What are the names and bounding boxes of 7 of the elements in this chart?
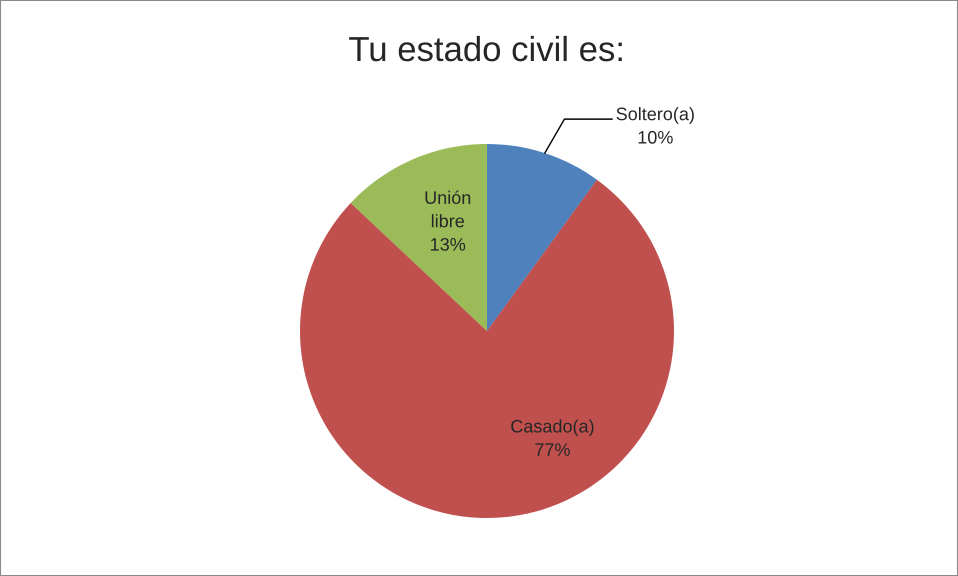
slice-label: Soltero(a)	[616, 107, 694, 124]
slice-label: Unión libre	[426, 190, 470, 228]
chart-title: Tu estado civil es:	[349, 36, 622, 62]
slice-label: Casado(a)	[511, 419, 594, 436]
data-label: 77%	[535, 443, 570, 456]
data-label: 13%	[431, 238, 466, 251]
data-label: 10%	[638, 130, 673, 144]
